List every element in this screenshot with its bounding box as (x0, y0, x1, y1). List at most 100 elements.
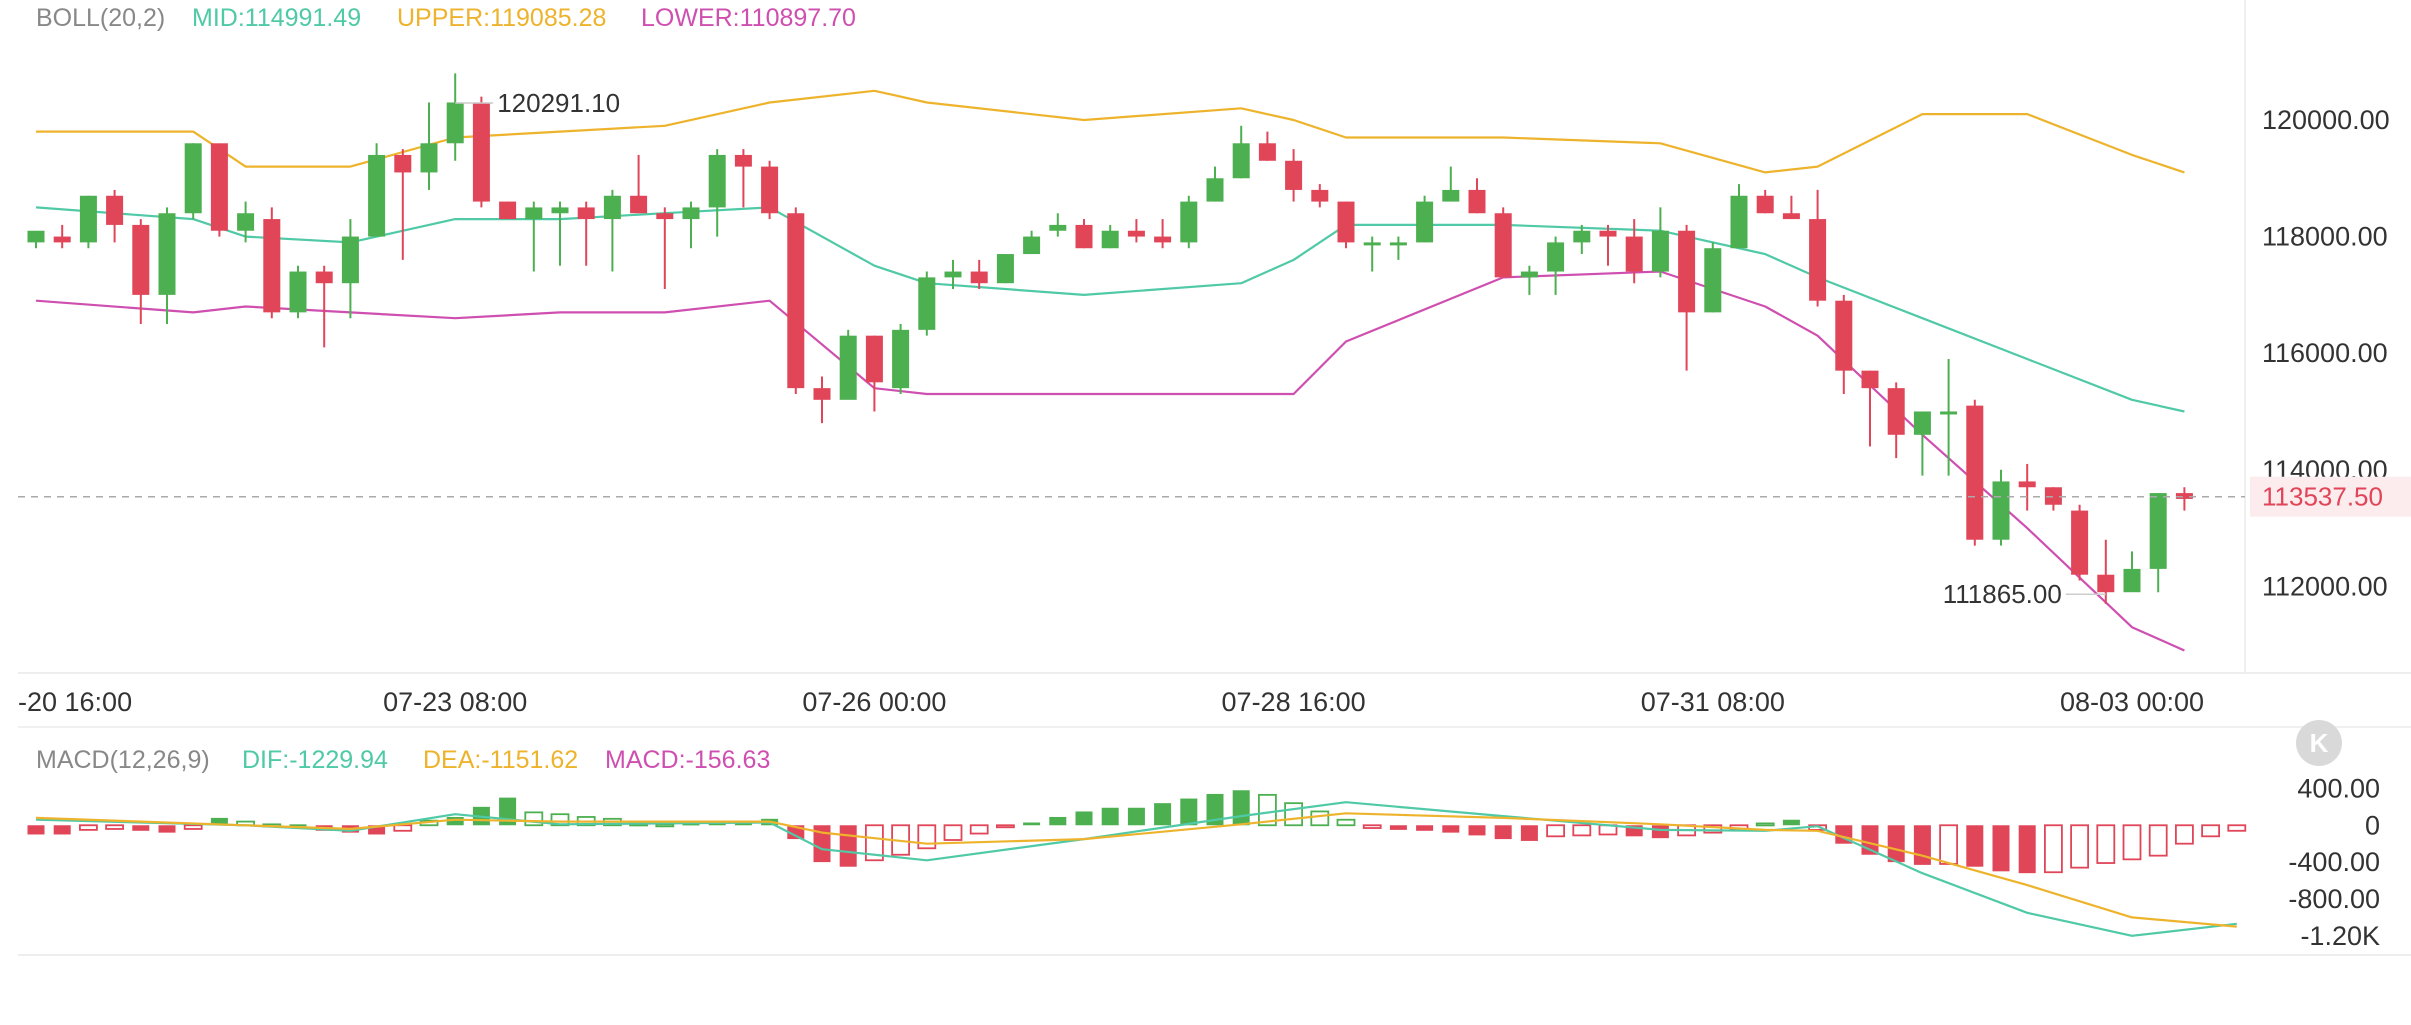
candle (603, 189, 621, 272)
macd-bar (1755, 822, 1775, 827)
macd-bar (1703, 824, 1723, 834)
macd-dea-line (35, 812, 2237, 928)
candle-body (918, 277, 936, 330)
candle (1547, 236, 1565, 295)
candle (1599, 224, 1617, 266)
candle-body (2071, 510, 2089, 575)
macd-bar (1494, 825, 1512, 840)
macd-bar (368, 825, 386, 835)
candle-body (420, 143, 438, 173)
candle (1651, 207, 1669, 278)
candle (1311, 184, 1329, 208)
candle (1416, 195, 1434, 243)
candle-body (656, 213, 674, 220)
candle-body (1835, 300, 1853, 371)
candle-body (158, 213, 176, 295)
candle-body (27, 230, 45, 243)
macd-bar (2201, 824, 2221, 838)
candle (263, 207, 281, 319)
collapse-left-icon[interactable]: K (2296, 720, 2342, 766)
candle-body (1573, 230, 1591, 243)
candle (341, 219, 359, 319)
candle (944, 259, 962, 290)
macd-bar (2227, 824, 2247, 832)
macd-bar (1258, 793, 1277, 827)
candle-body (2018, 481, 2036, 488)
candle-body (1494, 213, 1512, 278)
candle-body (289, 271, 307, 313)
candle (2149, 493, 2167, 593)
candle-body (761, 166, 779, 214)
candle (1704, 242, 1722, 313)
candle (1730, 184, 1748, 249)
candle (525, 201, 543, 272)
candle-body (1913, 411, 1931, 435)
candle-body (1940, 411, 1958, 415)
candle-body (1416, 201, 1434, 243)
macd-bar (446, 816, 464, 826)
candle-body (1992, 481, 2010, 540)
candle-body (53, 236, 71, 243)
macd-bar (865, 824, 884, 862)
macd-bar (524, 811, 544, 827)
time-tick-label: 07-26 00:00 (802, 687, 946, 717)
bollinger-bands (35, 89, 2185, 652)
macd-bar (839, 825, 857, 867)
boll-legend-mid: MID:114991.49 (192, 4, 361, 32)
candle-body (1966, 405, 1984, 540)
candle (1075, 219, 1093, 249)
candle-body (1258, 143, 1276, 161)
macd-bar (1127, 807, 1145, 826)
candle (368, 143, 386, 237)
candle (1127, 219, 1145, 243)
candle (2018, 463, 2036, 511)
candle-body (1861, 370, 1879, 389)
macd-bar (53, 825, 71, 835)
time-axis: -20 16:00 07-23 08:00 07-26 00:00 07-28 16:… (18, 687, 2204, 717)
macd-bar (655, 823, 675, 828)
candle (315, 265, 333, 348)
candle-body (184, 143, 202, 214)
candle-body (734, 154, 752, 167)
candle (1049, 213, 1067, 237)
candle-body (472, 102, 490, 202)
candle (1835, 294, 1853, 394)
time-tick-label: -20 16:00 (18, 687, 132, 717)
macd-bar (1966, 825, 1984, 867)
candle (734, 149, 752, 208)
candle (839, 329, 857, 400)
candle-body (341, 236, 359, 284)
macd-bar (1520, 825, 1538, 841)
candlesticks (27, 73, 2193, 604)
macd-bar (1442, 825, 1460, 833)
candle-body (1023, 236, 1041, 255)
candle (892, 324, 910, 394)
macd-bar (1023, 822, 1041, 826)
candle-body (1311, 189, 1329, 202)
candle (1101, 224, 1119, 249)
macd-bar (1992, 825, 2010, 872)
candle-body (1704, 248, 1722, 313)
candle (1625, 219, 1643, 284)
macd-bar (917, 824, 937, 850)
candle (708, 149, 726, 237)
candle (132, 219, 150, 325)
candle (996, 254, 1014, 284)
boll-legend-lower: LOWER:110897.70 (641, 4, 856, 32)
candle-body (1389, 242, 1407, 246)
macd-bar (210, 817, 228, 826)
candle-body (1547, 242, 1565, 272)
macd-bar (2044, 824, 2063, 874)
candle-body (1363, 242, 1381, 246)
candle-body (446, 102, 464, 144)
candle-body (106, 195, 124, 225)
candle-body (603, 195, 621, 220)
candle (1913, 411, 1931, 476)
candle (184, 143, 202, 220)
candle (1966, 399, 1984, 546)
candle (1285, 149, 1303, 202)
candle-body (2097, 574, 2115, 593)
candle (499, 201, 517, 220)
candle-body (2123, 568, 2141, 593)
